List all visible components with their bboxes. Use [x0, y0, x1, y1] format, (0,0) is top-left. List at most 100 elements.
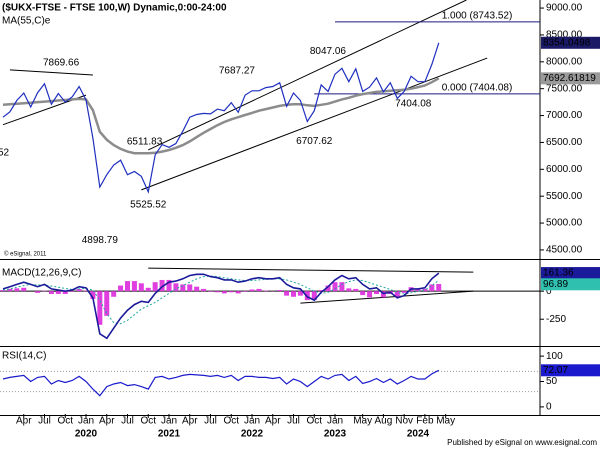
y-tick-label: 4500.00 [546, 245, 583, 256]
x-tick-label: Jul [287, 416, 300, 427]
footer: Published by eSignal on www.esignal.com [447, 438, 597, 447]
histogram-bar [159, 279, 165, 292]
x-tick-label: Feb [416, 416, 434, 427]
legend-entry: MA(55,C)e [2, 16, 51, 27]
histogram-bar [291, 291, 296, 297]
histogram-bar [297, 291, 303, 296]
x-tick-label: Apr [265, 416, 281, 427]
histogram-bar [83, 290, 89, 292]
histogram-bar [346, 288, 352, 292]
histogram-bar [401, 291, 407, 293]
histogram-bar [353, 288, 359, 292]
histogram-bar [35, 291, 41, 293]
price-annotation: 6707.62 [296, 136, 333, 147]
histogram-bar [187, 284, 193, 292]
x-tick-label: Jul [38, 416, 51, 427]
year-label: 2024 [407, 429, 430, 440]
histogram-bar [21, 287, 27, 292]
histogram-bar [214, 291, 220, 293]
x-tick-label: Oct [223, 416, 239, 427]
histogram-bar [48, 291, 54, 294]
series-line [2, 42, 440, 194]
histogram-bar [208, 291, 213, 292]
x-tick-label: Aug [375, 416, 393, 427]
trendline [9, 69, 93, 76]
histogram-bar [173, 283, 179, 292]
histogram-bar [318, 290, 324, 292]
histogram-bar [131, 281, 137, 292]
value-tag-box [541, 72, 600, 85]
y-tick-label: 9000.00 [546, 3, 583, 14]
x-tick-label: Jul [121, 416, 134, 427]
y-tick-label: 7500.00 [546, 83, 583, 94]
price-annotation: 7404.08 [395, 98, 432, 109]
y-tick-label: 5000.00 [546, 218, 583, 229]
x-tick-label: May [353, 416, 372, 427]
value-tag: 161.36 [543, 268, 574, 279]
histogram-bar [145, 287, 151, 292]
histogram-bar [311, 291, 317, 301]
histogram-bar [62, 291, 68, 294]
histogram-bar [76, 288, 82, 292]
histogram-bar [374, 291, 379, 294]
histogram-bar [380, 291, 386, 298]
trendline [148, 0, 467, 151]
series-line [2, 272, 440, 340]
histogram-bar [242, 291, 248, 292]
value-tag-box [541, 36, 600, 49]
value-tag: 8354.0498 [543, 37, 591, 48]
histogram-bar [125, 281, 130, 292]
copyright: © eSignal, 2011 [4, 251, 47, 258]
histogram-bar [394, 291, 400, 297]
histogram-bar [256, 288, 262, 292]
year-label: 2023 [324, 429, 347, 440]
histogram-bar [201, 288, 207, 292]
value-tag: 72.07 [543, 365, 568, 376]
value-tag: 7692.61819 [543, 73, 596, 84]
y-tick-label: 7000.00 [546, 110, 583, 121]
histogram-bar [7, 288, 13, 292]
histogram-bar [235, 291, 241, 294]
series-line [2, 369, 440, 397]
histogram-bar [429, 284, 435, 292]
histogram-bar [69, 291, 75, 292]
price-annotation: 7869.66 [43, 57, 80, 68]
fib-label: 0.000 (7404.08) [442, 82, 513, 93]
x-tick-label: Jul [204, 416, 217, 427]
value-tag-box [541, 267, 600, 280]
histogram-bar [152, 282, 158, 292]
y-tick-label: 6500.00 [546, 137, 583, 148]
x-tick-label: Apr [16, 416, 32, 427]
histogram-bar [180, 284, 186, 292]
trendline [300, 290, 474, 304]
value-tag-box [541, 278, 600, 291]
histogram-bar [42, 290, 47, 292]
panel-title: MACD(12,26,9,C) [2, 268, 81, 279]
histogram-bar [360, 291, 366, 296]
x-tick-label: Jan [78, 416, 94, 427]
x-tick-label: Nov [395, 416, 413, 427]
y-tick-label: 0 [546, 286, 552, 297]
series-line [2, 77, 440, 155]
price-annotation: 4898.79 [82, 235, 119, 246]
histogram-bar [104, 291, 110, 316]
panel-title: RSI(14,C) [2, 351, 46, 362]
histogram-bar [339, 282, 345, 292]
histogram-bar [249, 289, 255, 292]
cut-label: 52 [0, 148, 10, 159]
histogram-bar [118, 285, 124, 292]
trendline [141, 57, 488, 191]
year-label: 2020 [75, 429, 98, 440]
price-annotation: 8047.06 [310, 46, 347, 57]
price-annotation: 5525.52 [130, 199, 167, 210]
x-tick-label: May [436, 416, 455, 427]
x-tick-label: Apr [182, 416, 198, 427]
histogram-bar [325, 285, 331, 292]
value-tag: 96.89 [543, 279, 568, 290]
histogram-bar [415, 288, 421, 292]
histogram-bar [138, 283, 144, 292]
x-tick-label: Oct [306, 416, 322, 427]
histogram-bar [436, 283, 442, 292]
